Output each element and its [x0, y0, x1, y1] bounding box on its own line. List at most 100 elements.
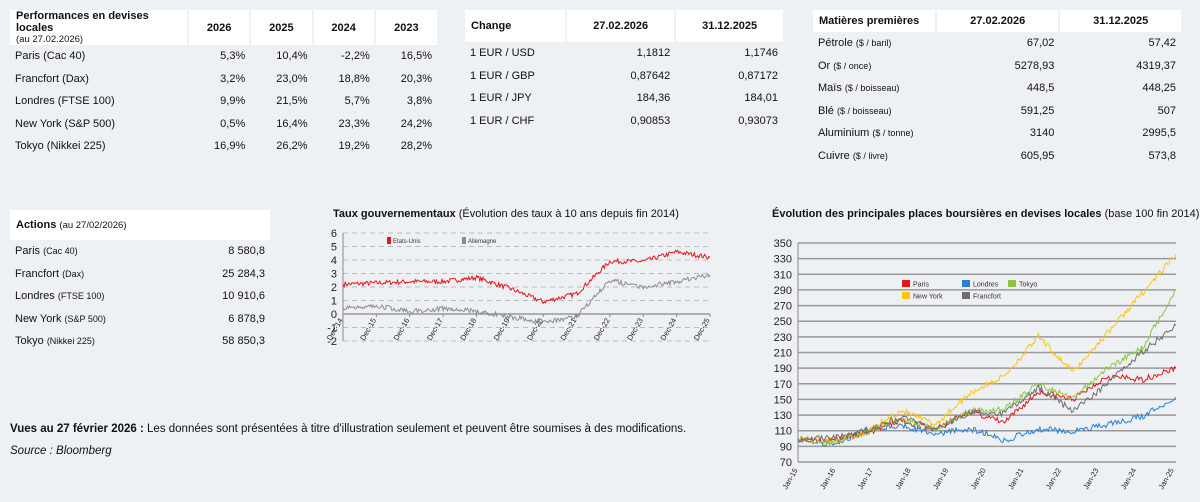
row-value: 19,2%: [338, 140, 370, 153]
x-tick-label: Jan-24: [1119, 467, 1138, 491]
legend-swatch: [462, 237, 466, 244]
action-row: New York (S&P 500) 6 878,9: [10, 308, 270, 331]
performance-row: Londres (FTSE 100) 9,9% 21,5% 5,7% 3,8%: [10, 90, 437, 113]
y-tick-label: 190: [774, 363, 792, 375]
x-tick-label: Jan-17: [856, 467, 875, 491]
x-tick-label: Jan-20: [969, 467, 988, 491]
y-tick-label: 90: [780, 441, 792, 453]
index-name: (Nikkei 225): [46, 336, 95, 347]
row-value: 507: [1157, 104, 1176, 117]
y-tick-label: 270: [774, 301, 792, 313]
row-value: 5,7%: [344, 95, 370, 108]
commodity-name: Or: [818, 59, 831, 72]
commodity-unit: ($ / baril): [855, 38, 892, 49]
performances-subtitle: (au 27.02.2026): [16, 34, 84, 45]
y-tick-label: 130: [774, 410, 792, 422]
row-value: 591,25: [1020, 104, 1055, 117]
col-header: 2026: [188, 10, 252, 45]
index-name: (S&P 500): [64, 313, 106, 324]
performance-row: Paris (Cac 40) 5,3% 10,4% -2,2% 16,5%: [10, 45, 437, 68]
col-header: 27.02.2026: [936, 10, 1061, 32]
row-value: 26,2%: [276, 140, 308, 153]
x-tick-label: Dec-17: [425, 317, 445, 342]
row-label: 1 EUR / GBP: [470, 69, 535, 82]
row-value: 67,02: [1026, 37, 1055, 50]
row-label: Pétrole ($ / baril): [813, 32, 936, 55]
row-label: Tokyo (Nikkei 225): [10, 330, 181, 353]
row-label: Francfort (Dax): [10, 263, 181, 286]
index-value: 58 850,3: [222, 335, 265, 348]
row-label: Blé ($ / boisseau): [813, 100, 936, 123]
row-value: -2,2%: [341, 50, 370, 63]
row-value: 2995,5: [1142, 127, 1176, 140]
x-tick-label: Dec-21: [558, 317, 578, 342]
row-value: 21,5%: [276, 95, 308, 108]
row-value: 16,4%: [276, 117, 308, 130]
row-value: 573,8: [1148, 149, 1176, 162]
col-header: 31.12.2025: [675, 10, 783, 42]
y-tick-label: 5: [331, 242, 337, 254]
commodity-row: Cuivre ($ / livre) 605,95 573,8: [813, 145, 1181, 168]
series-line-londres: [797, 396, 1177, 447]
actions-header: Actions (au 27/02/2026): [10, 210, 270, 240]
x-tick-label: Jan-23: [1081, 467, 1100, 491]
legend-label: Allemagne: [468, 239, 497, 245]
row-label: Francfort (Dax): [15, 72, 89, 85]
index-value: 25 284,3: [222, 267, 265, 280]
commodity-name: Aluminium: [818, 127, 870, 140]
index-city: New York: [15, 312, 62, 325]
row-value: 5,3%: [220, 50, 246, 63]
performance-row: Tokyo (Nikkei 225) 16,9% 26,2% 19,2% 28,2%: [10, 135, 437, 158]
commodity-row: Blé ($ / boisseau) 591,25 507: [813, 100, 1181, 123]
row-label: Or ($ / once): [813, 55, 936, 78]
change-table: Change 27.02.2026 31.12.2025 1 EUR / USD…: [465, 10, 783, 132]
y-tick-label: 170: [774, 379, 792, 391]
y-tick-label: 0: [331, 309, 337, 321]
y-tick-label: 70: [780, 457, 792, 469]
source-note: Source : Bloomberg: [10, 445, 112, 457]
row-value: 0,5%: [220, 117, 246, 130]
legend-swatch: [902, 292, 910, 299]
commodity-unit: ($ / once): [833, 60, 872, 71]
row-label: Londres (FTSE 100): [15, 95, 115, 108]
row-value: 16,5%: [400, 50, 432, 63]
row-value: 23,3%: [338, 117, 370, 130]
performances-table: Performances en devises locales (au 27.0…: [10, 10, 437, 158]
y-tick-label: 230: [774, 332, 792, 344]
row-label: New York (S&P 500): [15, 117, 116, 130]
change-row: 1 EUR / JPY 184,36 184,01: [465, 87, 783, 110]
index-value: 10 910,6: [222, 290, 265, 303]
x-tick-label: Dec-19: [492, 317, 512, 342]
y-tick-label: 3: [331, 269, 337, 281]
row-value: 3,8%: [406, 95, 432, 108]
y-tick-label: 110: [774, 426, 792, 438]
legend-label: New York: [913, 294, 943, 301]
commodity-unit: ($ / tonne): [872, 128, 914, 139]
index-value: 8 580,8: [228, 245, 265, 258]
row-value: 3140: [1029, 127, 1055, 140]
disclaimer-text: Les données sont présentées à titre d'il…: [143, 423, 687, 435]
stocks-title-main: Évolution des principales places boursiè…: [772, 208, 1102, 220]
y-tick-label: 6: [331, 228, 337, 240]
x-tick-label: Jan-22: [1044, 467, 1063, 491]
commodities-title: Matières premières: [813, 10, 937, 32]
performance-row: Francfort (Dax) 3,2% 23,0% 18,8% 20,3%: [10, 68, 437, 91]
change-row: 1 EUR / USD 1,1812 1,1746: [465, 42, 783, 65]
commodity-name: Blé: [818, 104, 834, 117]
row-label: Londres (FTSE 100): [10, 285, 181, 308]
y-tick-label: 210: [774, 348, 792, 360]
series-line-tokyo: [797, 289, 1177, 447]
row-label: Cuivre ($ / livre): [813, 145, 936, 168]
commodity-name: Pétrole: [818, 37, 853, 50]
row-label: 1 EUR / USD: [470, 47, 535, 60]
rates-title-main: Taux gouvernementaux: [333, 208, 456, 220]
actions-title: Actions: [16, 219, 57, 231]
index-city: Londres: [15, 290, 55, 303]
row-value: 3,2%: [220, 72, 246, 85]
performance-row: New York (S&P 500) 0,5% 16,4% 23,3% 24,2%: [10, 113, 437, 136]
change-row: 1 EUR / GBP 0,87642 0,87172: [465, 65, 783, 88]
row-value: 1,1746: [744, 47, 778, 60]
row-value: 28,2%: [400, 140, 432, 153]
stocks-title-sub: (base 100 fin 2014): [1104, 208, 1200, 220]
index-name: (Dax): [62, 268, 85, 279]
